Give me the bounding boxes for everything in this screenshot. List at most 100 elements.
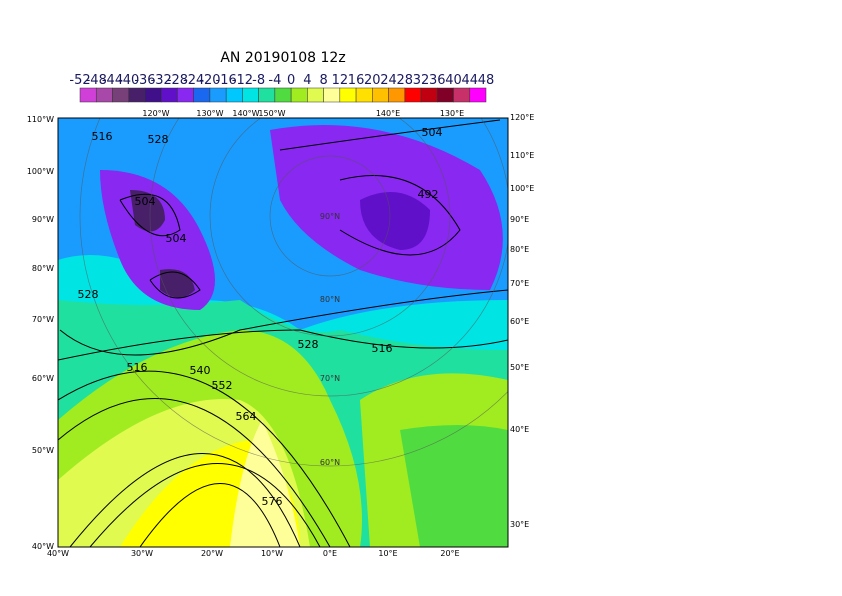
colorbar-label: 48 [478,73,495,88]
colorbar-swatch [355,87,373,103]
left-label: 40°W [32,542,54,551]
colorbar: -52-48-44-40-36-32-28-24-20-16-12 -8 -4 0 4 8… [69,73,495,103]
colorbar-label: 16 [348,73,365,88]
contour-label: 552 [212,379,233,392]
contour-label: 516 [127,361,148,374]
colorbar-label: 36 [429,73,446,88]
right-label: 110°E [510,151,534,160]
bottom-label: 10°E [378,549,397,558]
colorbar-swatch [307,87,324,103]
top-label: 140°E [376,109,400,118]
contour-label: 504 [166,232,187,245]
left-label: 60°W [32,374,54,383]
right-label: 80°E [510,245,529,254]
colorbar-swatch [437,87,454,103]
colorbar-label: -8 [252,73,265,88]
colorbar-swatch [95,87,113,103]
colorbar-label: -12 [232,73,253,88]
right-label: 90°E [510,215,529,224]
colorbar-swatch [160,87,178,103]
colorbar-label: -4 [268,73,281,88]
contour-label: 576 [262,495,283,508]
right-label: 50°E [510,363,529,372]
colorbar-swatch [453,87,471,103]
left-label: 50°W [32,446,54,455]
colorbar-label: 28 [397,73,414,88]
bottom-label: 20°W [201,549,223,558]
colorbar-swatch [193,87,211,103]
colorbar-swatch [323,87,341,103]
left-label: 70°W [32,315,54,324]
colorbar-swatch [372,87,389,103]
contour-label: 492 [418,188,439,201]
left-label: 80°W [32,264,54,273]
contour-label: 516 [372,342,393,355]
right-label: 100°E [510,184,534,193]
right-label: 120°E [510,113,534,122]
colorbar-swatch [274,87,292,103]
colorbar-swatch [469,87,487,103]
contour-label: 528 [78,288,99,301]
colorbar-swatch [242,87,259,103]
colorbar-label: 0 [287,73,295,88]
colorbar-label: 8 [319,73,327,88]
lat-label: 60°N [320,458,340,467]
colorbar-swatch [258,87,276,103]
colorbar-label: 24 [380,73,397,88]
map [58,118,508,547]
colorbar-swatch [128,87,146,103]
bottom-label: 40°W [47,549,69,558]
lat-label: 80°N [320,295,340,304]
bottom-label: 0°E [323,549,337,558]
contour-label: 504 [135,195,156,208]
colorbar-label: -32 [151,73,172,88]
right-label: 60°E [510,317,529,326]
colorbar-label: 40 [445,73,462,88]
colorbar-swatch [209,87,227,103]
bottom-label: 30°W [131,549,153,558]
top-label: 120°W [142,109,169,118]
colorbar-label: 12 [332,73,349,88]
map-frame [57,117,509,548]
left-label: 110°W [27,115,54,124]
contour-label: 504 [422,126,443,139]
colorbar-swatch [420,87,438,103]
colorbar-label: -40 [118,73,139,88]
colorbar-label: 20 [364,73,381,88]
colorbar-swatch [144,87,162,103]
colorbar-label: 32 [413,73,430,88]
lat-label: 70°N [320,374,340,383]
top-label: 150°W [258,109,285,118]
left-label: 100°W [27,167,54,176]
top-label: 130°E [440,109,464,118]
colorbar-label: 4 [303,73,311,88]
contour-label: 528 [298,338,319,351]
colorbar-label: -28 [167,73,188,88]
colorbar-label: -20 [199,73,220,88]
bottom-label: 20°E [440,549,459,558]
colorbar-label: -44 [102,73,123,88]
colorbar-label: -36 [134,73,155,88]
colorbar-label: -24 [183,73,204,88]
left-label: 90°W [32,215,54,224]
right-label: 30°E [510,520,529,529]
contour-label: 564 [236,410,257,423]
colorbar-label: 44 [461,73,478,88]
colorbar-label: -16 [216,73,237,88]
top-label: 140°W [232,109,259,118]
contour-label: 540 [190,364,211,377]
right-label: 40°E [510,425,529,434]
colorbar-swatch [225,87,243,103]
colorbar-swatch [290,87,308,103]
top-label: 130°W [196,109,223,118]
bottom-label: 10°W [261,549,283,558]
right-label: 70°E [510,279,529,288]
colorbar-label: -52 [69,73,90,88]
colorbar-swatch [339,87,357,103]
colorbar-label: -48 [86,73,107,88]
colorbar-swatch [112,87,129,103]
colorbar-swatch [177,87,194,103]
colorbar-swatch [79,87,97,103]
title: AN 20190108 12z [220,50,345,66]
